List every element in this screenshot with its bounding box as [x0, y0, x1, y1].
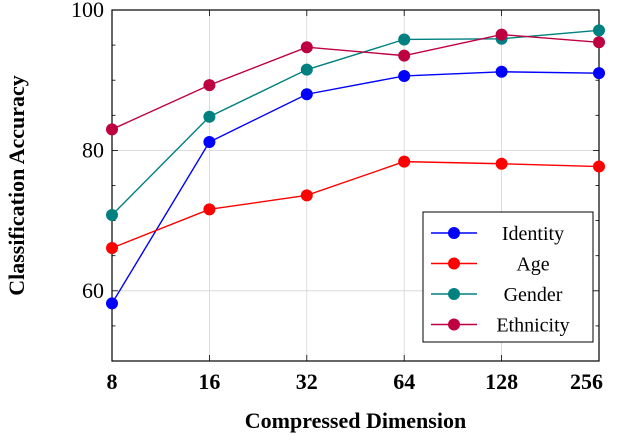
y-tick-labels: 60 80 100	[71, 0, 104, 303]
data-point-age	[203, 203, 216, 216]
series-gender	[106, 24, 605, 221]
data-point-age	[300, 189, 313, 202]
data-point-age	[106, 241, 118, 254]
legend-label: Gender	[504, 284, 563, 306]
data-point-ethnicity	[300, 41, 313, 54]
series-age	[106, 155, 605, 254]
legend-marker	[448, 257, 460, 270]
x-tick-label: 64	[393, 369, 415, 394]
data-point-gender	[593, 24, 605, 37]
x-tick-label: 128	[485, 369, 518, 394]
series-line-age	[111, 160, 600, 249]
data-point-identity	[495, 65, 508, 78]
legend-label: Age	[516, 254, 549, 276]
x-tick-label: 32	[296, 369, 318, 394]
x-axis-title: Compressed Dimension	[245, 408, 466, 433]
data-point-age	[593, 160, 605, 173]
series-line-identity	[111, 71, 600, 304]
series-lines	[106, 24, 605, 310]
data-point-identity	[203, 135, 216, 148]
data-point-ethnicity	[398, 49, 411, 62]
series-line-ethnicity	[111, 33, 600, 130]
legend-marker	[448, 318, 460, 331]
data-point-age	[495, 157, 508, 170]
data-point-identity	[593, 67, 605, 80]
legend-label: Identity	[502, 223, 564, 245]
x-tick-label: 8	[107, 369, 118, 394]
data-point-gender	[106, 208, 118, 221]
data-point-identity	[106, 297, 118, 310]
data-point-gender	[203, 110, 216, 123]
data-point-gender	[300, 63, 313, 76]
y-tick-label: 60	[82, 278, 104, 303]
data-point-ethnicity	[106, 123, 118, 136]
legend-marker	[448, 288, 460, 300]
series-line-gender	[111, 29, 600, 216]
data-point-identity	[398, 69, 411, 82]
series-identity	[106, 65, 605, 310]
legend-marker	[448, 227, 460, 239]
series-ethnicity	[106, 28, 605, 136]
y-tick-label: 100	[71, 0, 104, 22]
data-point-gender	[398, 33, 411, 46]
data-point-age	[398, 155, 411, 168]
y-tick-label: 80	[82, 137, 104, 162]
x-tick-label: 256	[570, 369, 603, 394]
data-point-ethnicity	[593, 36, 605, 49]
data-point-ethnicity	[495, 28, 508, 41]
legend-label: Ethnicity	[496, 315, 569, 337]
x-tick-label: 16	[198, 369, 220, 394]
legend: Identity Age Gender Ethnicity	[422, 211, 594, 343]
data-point-ethnicity	[203, 79, 216, 92]
x-tick-labels: 8 16 32 64 128 256	[107, 369, 604, 394]
plot-frame	[111, 9, 600, 362]
y-axis-title: Classification Accuracy	[4, 75, 29, 296]
data-point-identity	[300, 88, 313, 101]
